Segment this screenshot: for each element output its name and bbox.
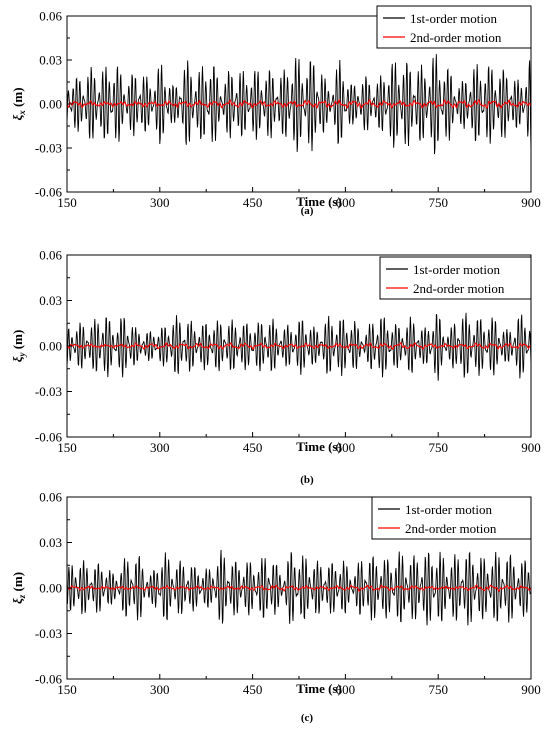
- series-line-1: [67, 312, 531, 381]
- series-line-2: [67, 98, 531, 109]
- chart-panel-3: 150 300 450 600 750 900 0.06 0.03 0.00 -0.03 -0.06…: [10, 490, 541, 725]
- y-tick-label: 0.00: [39, 581, 62, 596]
- x-tick-label: 600: [336, 682, 356, 697]
- x-tick-label: 750: [428, 682, 448, 697]
- y-tick-label: -0.06: [35, 185, 63, 200]
- x-tick-label: 150: [57, 195, 77, 210]
- x-tick-label: 750: [428, 440, 448, 455]
- x-axis-label: Time (s): [296, 681, 342, 696]
- x-tick-label: 600: [336, 195, 356, 210]
- y-axis-label: ξy (m): [10, 330, 27, 363]
- x-axis-label: Time (s): [296, 439, 342, 454]
- legend-entry-1: 1st-order motion: [410, 11, 498, 26]
- panel-caption: (a): [301, 205, 314, 217]
- chart-panel-1: 150 300 450 600 750 900 0.06 0.03 0.00 -0.03 -0.06…: [10, 5, 541, 217]
- y-axis-label: ξx (m): [10, 87, 27, 120]
- series-line-2: [67, 342, 531, 350]
- legend: 1st-order motion 2nd-order motion: [376, 5, 532, 49]
- legend-entry-1: 1st-order motion: [413, 262, 501, 277]
- legend-entry-2: 2nd-order motion: [405, 521, 497, 536]
- x-tick-label: 600: [336, 440, 356, 455]
- series-line-1: [67, 549, 531, 626]
- x-tick-label: 150: [57, 440, 77, 455]
- y-tick-label: 0.06: [39, 248, 62, 263]
- panel-caption: (b): [300, 474, 314, 486]
- legend: 1st-order motion 2nd-order motion: [371, 496, 532, 540]
- legend-entry-1: 1st-order motion: [405, 502, 493, 517]
- y-tick-label: 0.00: [39, 97, 62, 112]
- y-tick-label: 0.03: [39, 535, 62, 550]
- y-tick-label: 0.00: [39, 339, 62, 354]
- y-tick-label: 0.03: [39, 293, 62, 308]
- x-tick-label: 900: [521, 440, 541, 455]
- panel-caption: (c): [301, 712, 314, 724]
- y-tick-label: 0.03: [39, 53, 62, 68]
- x-tick-label: 900: [521, 195, 541, 210]
- legend-box: [371, 496, 532, 540]
- legend-box: [379, 256, 532, 300]
- x-tick-label: 450: [243, 195, 263, 210]
- x-tick-label: 450: [243, 682, 263, 697]
- x-tick-label: 900: [521, 682, 541, 697]
- series-line-1: [67, 54, 531, 155]
- x-tick-label: 300: [150, 682, 170, 697]
- y-tick-label: -0.03: [35, 626, 62, 641]
- legend-entry-2: 2nd-order motion: [413, 281, 505, 296]
- y-tick-label: -0.06: [35, 430, 63, 445]
- chart-panel-2: 150 300 450 600 750 900 0.06 0.03 0.00 -0.03 -0.06…: [10, 248, 541, 487]
- legend-box: [376, 5, 532, 49]
- y-tick-label: 0.06: [39, 9, 62, 24]
- series-line-2: [67, 584, 531, 592]
- y-tick-label: -0.03: [35, 384, 62, 399]
- x-tick-label: 300: [150, 195, 170, 210]
- legend: 1st-order motion 2nd-order motion: [379, 256, 532, 300]
- x-tick-label: 750: [428, 195, 448, 210]
- y-tick-label: 0.06: [39, 490, 62, 505]
- x-tick-label: 450: [243, 440, 263, 455]
- x-tick-label: 300: [150, 440, 170, 455]
- x-tick-label: 150: [57, 682, 77, 697]
- y-tick-label: -0.06: [35, 672, 63, 687]
- y-axis-label: ξz (m): [10, 572, 27, 604]
- y-tick-label: -0.03: [35, 141, 62, 156]
- x-axis-label: Time (s): [296, 194, 342, 209]
- legend-entry-2: 2nd-order motion: [410, 30, 502, 45]
